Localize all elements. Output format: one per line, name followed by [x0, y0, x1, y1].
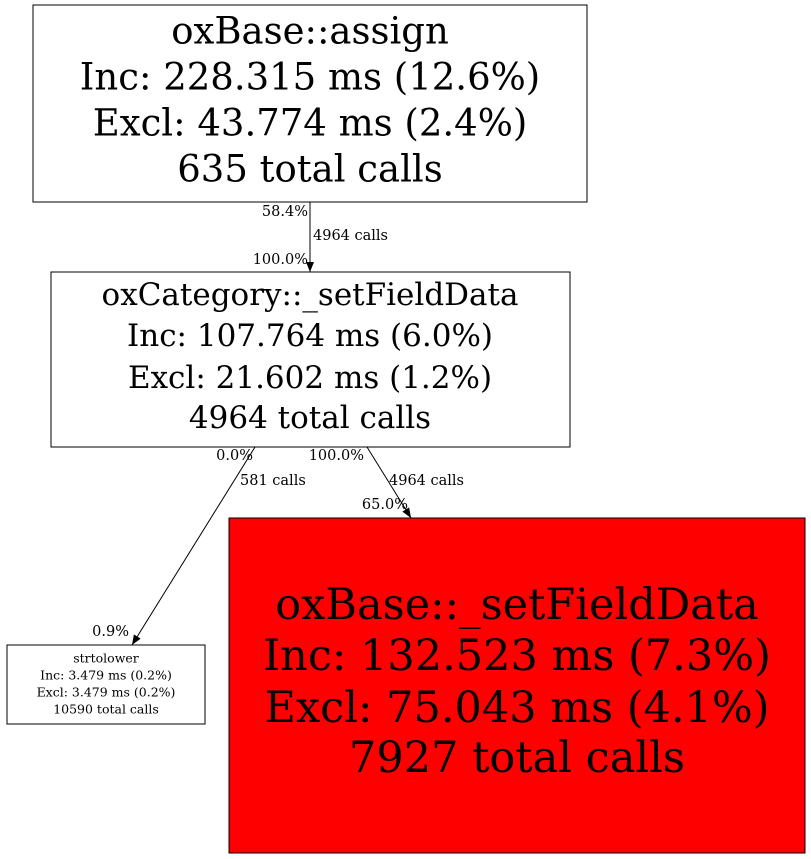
edge-head-label: 100.0%	[253, 252, 308, 268]
node-text: oxCategory::_setFieldData	[102, 277, 519, 313]
node-box	[50, 271, 571, 448]
node-text: strtolower	[73, 651, 139, 666]
node-text: Inc: 107.764 ms (6.0%)	[127, 318, 493, 354]
node-text: Excl: 3.479 ms (0.2%)	[37, 685, 176, 700]
edge-head-label: 0.9%	[92, 624, 129, 640]
node-text: Inc: 3.479 ms (0.2%)	[40, 668, 172, 683]
node-text: oxBase::assign	[171, 10, 449, 53]
edge-tail-label: 58.4%	[262, 204, 308, 220]
edge-label: 4964 calls	[389, 473, 464, 489]
edge-tail-label: 100.0%	[309, 448, 364, 464]
node-text: 4964 total calls	[189, 400, 431, 436]
edge-tail-label: 0.0%	[216, 448, 253, 464]
edge-head-label: 65.0%	[362, 497, 408, 513]
edge-label: 581 calls	[240, 473, 306, 489]
node-text: 7927 total calls	[349, 733, 685, 783]
node-text: Inc: 132.523 ms (7.3%)	[263, 631, 771, 681]
node-text: Excl: 43.774 ms (2.4%)	[93, 102, 528, 145]
node-text: Inc: 228.315 ms (12.6%)	[80, 56, 540, 99]
node-text: 10590 total calls	[53, 702, 159, 717]
edge-label: 4964 calls	[313, 228, 388, 244]
node-box	[228, 517, 806, 854]
node-text: oxBase::_setFieldData	[275, 580, 759, 630]
node-box	[32, 4, 588, 203]
edge	[131, 446, 256, 646]
node-text: 635 total calls	[177, 148, 443, 191]
edge	[366, 446, 412, 519]
node-box	[6, 644, 206, 725]
node-text: Excl: 75.043 ms (4.1%)	[264, 683, 769, 733]
node-text: Excl: 21.602 ms (1.2%)	[128, 360, 492, 396]
